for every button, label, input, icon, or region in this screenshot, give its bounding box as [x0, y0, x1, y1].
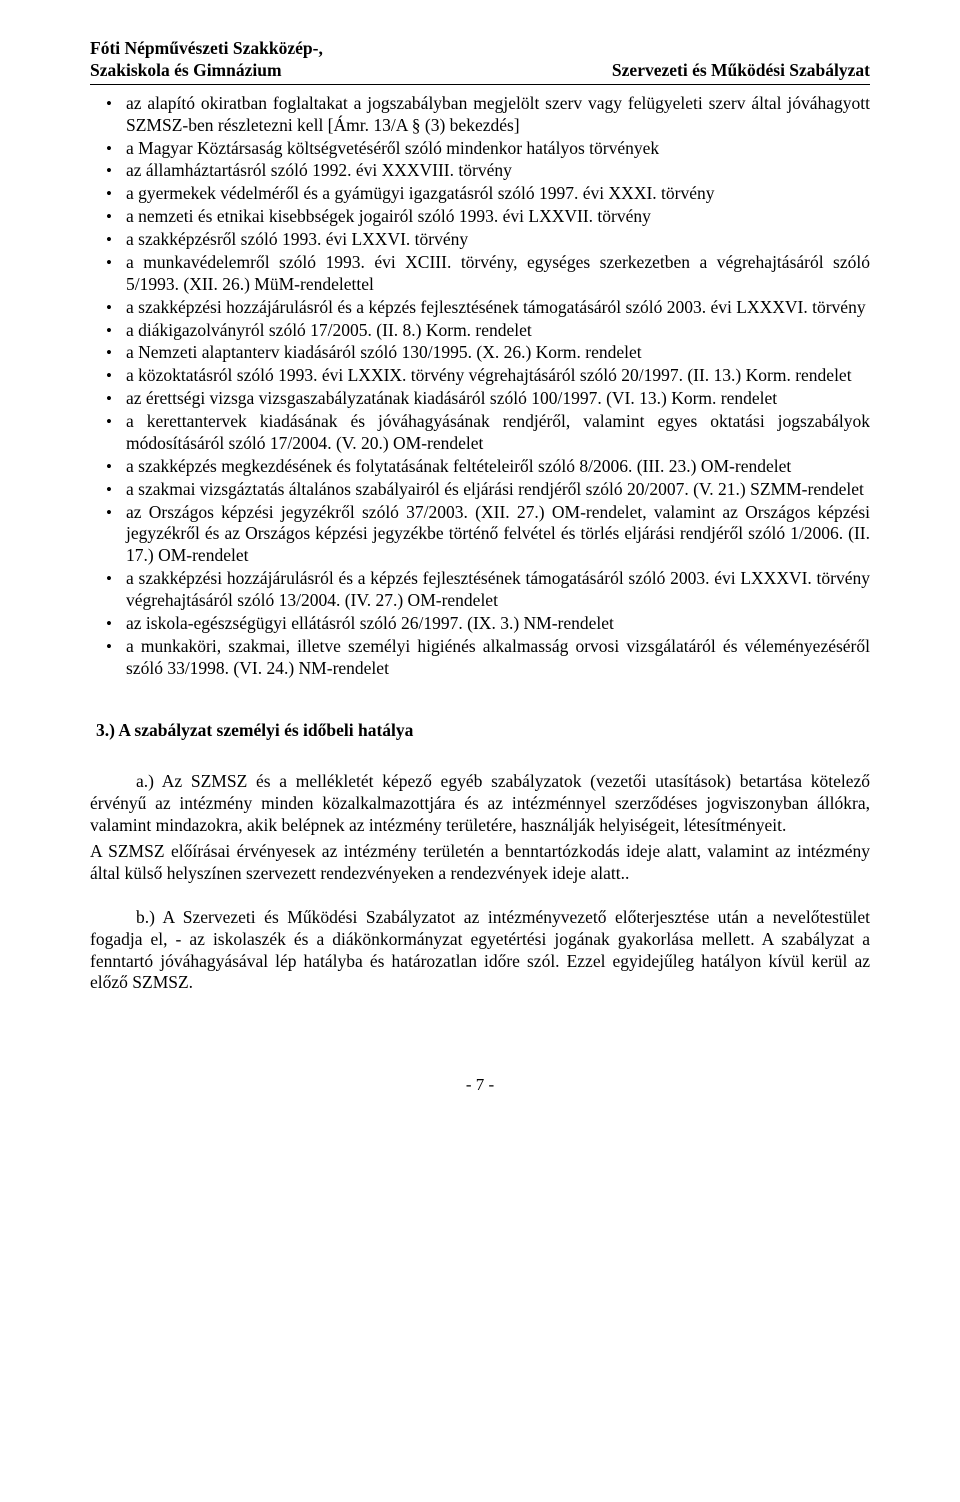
list-item: a munkaköri, szakmai, illetve személyi h… [90, 636, 870, 680]
list-item: az érettségi vizsga vizsgaszabályzatának… [90, 388, 870, 410]
list-item: a szakképzésről szóló 1993. évi LXXVI. t… [90, 229, 870, 251]
list-item: a szakképzési hozzájárulásról és a képzé… [90, 297, 870, 319]
list-item: a kerettantervek kiadásának és jóváhagyá… [90, 411, 870, 455]
list-item: az alapító okiratban foglaltakat a jogsz… [90, 93, 870, 137]
list-item: a gyermekek védelméről és a gyámügyi iga… [90, 183, 870, 205]
list-item: a szakmai vizsgáztatás általános szabály… [90, 479, 870, 501]
page-header: Fóti Népművészeti Szakközép-, Szakiskola… [90, 38, 870, 85]
paragraph-a2: A SZMSZ előírásai érvényesek az intézmén… [90, 841, 870, 885]
paragraph-b: b.) A Szervezeti és Működési Szabályzato… [90, 907, 870, 995]
list-item: a Magyar Köztársaság költségvetéséről sz… [90, 138, 870, 160]
page-number: - 7 - [90, 1074, 870, 1095]
header-left-line1: Fóti Népművészeti Szakközép-, [90, 38, 323, 60]
header-left-line2: Szakiskola és Gimnázium [90, 60, 323, 82]
list-item: a munkavédelemről szóló 1993. évi XCIII.… [90, 252, 870, 296]
list-item: az Országos képzési jegyzékről szóló 37/… [90, 502, 870, 568]
list-item: a nemzeti és etnikai kisebbségek jogairó… [90, 206, 870, 228]
list-item: a Nemzeti alaptanterv kiadásáról szóló 1… [90, 342, 870, 364]
list-item: a diákigazolványról szóló 17/2005. (II. … [90, 320, 870, 342]
list-item: a szakképzés megkezdésének és folytatásá… [90, 456, 870, 478]
list-item: az államháztartásról szóló 1992. évi XXX… [90, 160, 870, 182]
list-item: a közoktatásról szóló 1993. évi LXXIX. t… [90, 365, 870, 387]
list-item: a szakképzési hozzájárulásról és a képzé… [90, 568, 870, 612]
law-reference-list: az alapító okiratban foglaltakat a jogsz… [90, 93, 870, 680]
header-right: Szervezeti és Működési Szabályzat [612, 60, 870, 82]
paragraph-a: a.) Az SZMSZ és a mellékletét képező egy… [90, 771, 870, 837]
list-item: az iskola-egészségügyi ellátásról szóló … [90, 613, 870, 635]
header-left: Fóti Népművészeti Szakközép-, Szakiskola… [90, 38, 323, 82]
section-title: 3.) A szabályzat személyi és időbeli hat… [90, 720, 870, 742]
